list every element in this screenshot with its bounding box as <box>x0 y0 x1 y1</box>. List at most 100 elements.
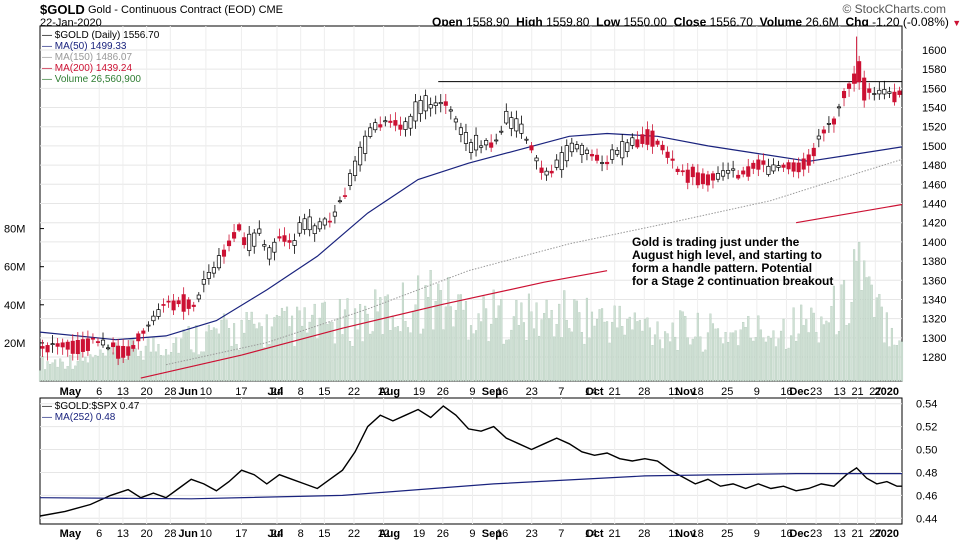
candle-body <box>136 333 141 342</box>
volume-bar <box>790 335 793 382</box>
volume-bar <box>343 309 347 382</box>
volume-bar <box>890 327 893 382</box>
candle-body <box>781 164 786 168</box>
volume-tick-label: 20M <box>4 338 25 350</box>
legend-text: MA(200) 1439.24 <box>54 63 133 74</box>
x-day-label: 23 <box>526 528 538 540</box>
volume-bar <box>207 324 210 382</box>
candle-body <box>302 218 307 230</box>
candle-body <box>761 160 766 165</box>
candle-body <box>534 157 539 162</box>
candle-body <box>489 142 494 148</box>
volume-bar <box>104 355 107 382</box>
volume-bar <box>505 339 508 382</box>
volume-bar <box>336 318 339 382</box>
candle-body <box>670 158 675 161</box>
volume-bar <box>434 301 437 382</box>
volume-bar <box>724 332 727 382</box>
candle-body <box>882 89 887 95</box>
volume-bar <box>666 333 669 382</box>
volume-bar <box>222 313 226 382</box>
volume-bar <box>182 329 185 382</box>
volume-bar <box>762 337 765 382</box>
volume-bar <box>376 311 379 382</box>
volume-bar <box>56 366 59 382</box>
candle-body <box>539 167 544 173</box>
candle-body <box>80 339 85 352</box>
volume-bar <box>230 345 233 382</box>
volume-bar <box>744 327 747 382</box>
volume-bar <box>485 308 488 382</box>
volume-bar <box>210 330 213 382</box>
volume-bar <box>64 368 67 382</box>
candle-body <box>559 152 564 171</box>
candle-body <box>443 101 448 106</box>
candle-body <box>877 89 882 95</box>
volume-bar <box>472 333 475 382</box>
legend-swatch: — <box>42 401 55 412</box>
volume-bar <box>220 319 223 382</box>
volume-bar <box>797 333 800 382</box>
x-day-label: 24 <box>271 386 283 398</box>
volume-bar <box>729 332 732 382</box>
volume-bar <box>880 306 883 382</box>
candle-body <box>232 232 237 239</box>
candle-body <box>680 170 685 173</box>
volume-bar <box>517 325 520 382</box>
volume-bar <box>76 361 79 382</box>
volume-bar <box>815 332 818 382</box>
volume-bar <box>49 364 52 382</box>
volume-bar <box>278 316 281 382</box>
volume-bar <box>333 343 336 382</box>
volume-bar <box>447 277 450 382</box>
x-day-label: 13 <box>834 386 846 398</box>
x-day-label: 28 <box>638 528 650 540</box>
volume-bar <box>860 290 863 382</box>
candle-body <box>312 225 317 234</box>
candle-body <box>307 216 312 231</box>
annotation-line: August high level, and starting to <box>632 248 822 262</box>
x-day-label: 23 <box>810 528 822 540</box>
candle-body <box>705 174 710 186</box>
annotation-line: form a handle pattern. Potential <box>632 261 812 275</box>
volume-bar <box>474 330 478 382</box>
volume-bar <box>288 326 291 382</box>
candle-body <box>872 93 877 95</box>
volume-bar <box>134 348 137 382</box>
moving-average-ma50 <box>39 132 903 341</box>
volume-bar <box>439 290 442 382</box>
volume-bar <box>157 344 160 382</box>
candle-body <box>237 224 242 231</box>
volume-bar <box>419 333 422 382</box>
volume-bar <box>69 355 72 382</box>
price-tick-label: 1340 <box>922 294 946 306</box>
volume-bar <box>530 311 533 382</box>
moving-average-ma200 <box>140 270 608 379</box>
candle-body <box>529 145 534 151</box>
volume-bar <box>293 346 296 382</box>
volume-bar <box>689 344 692 382</box>
volume-bar <box>865 277 868 382</box>
volume-bar <box>270 326 273 382</box>
x-month-label: Nov <box>675 528 697 540</box>
volume-bar <box>553 336 556 382</box>
volume-bar <box>167 354 170 382</box>
volume-bar <box>810 307 813 382</box>
candle-body <box>378 124 383 128</box>
annotation-line: Gold is trading just under the <box>632 235 800 249</box>
volume-bar <box>550 310 553 382</box>
candle-body <box>826 123 831 125</box>
candle-body <box>368 127 373 137</box>
candle-body <box>65 341 70 350</box>
main-panel-legend: — $GOLD (Daily) 1556.70— MA(50) 1499.33—… <box>42 30 159 85</box>
volume-bar <box>711 323 715 382</box>
volume-bar <box>429 270 432 382</box>
volume-bar <box>379 297 382 382</box>
x-day-label: 21 <box>851 528 863 540</box>
volume-bar <box>568 328 571 382</box>
candle-body <box>594 154 600 161</box>
candle-body <box>85 338 90 351</box>
candle-body <box>806 154 811 166</box>
x-month-label: Jun <box>178 528 198 540</box>
candle-body <box>811 147 816 157</box>
